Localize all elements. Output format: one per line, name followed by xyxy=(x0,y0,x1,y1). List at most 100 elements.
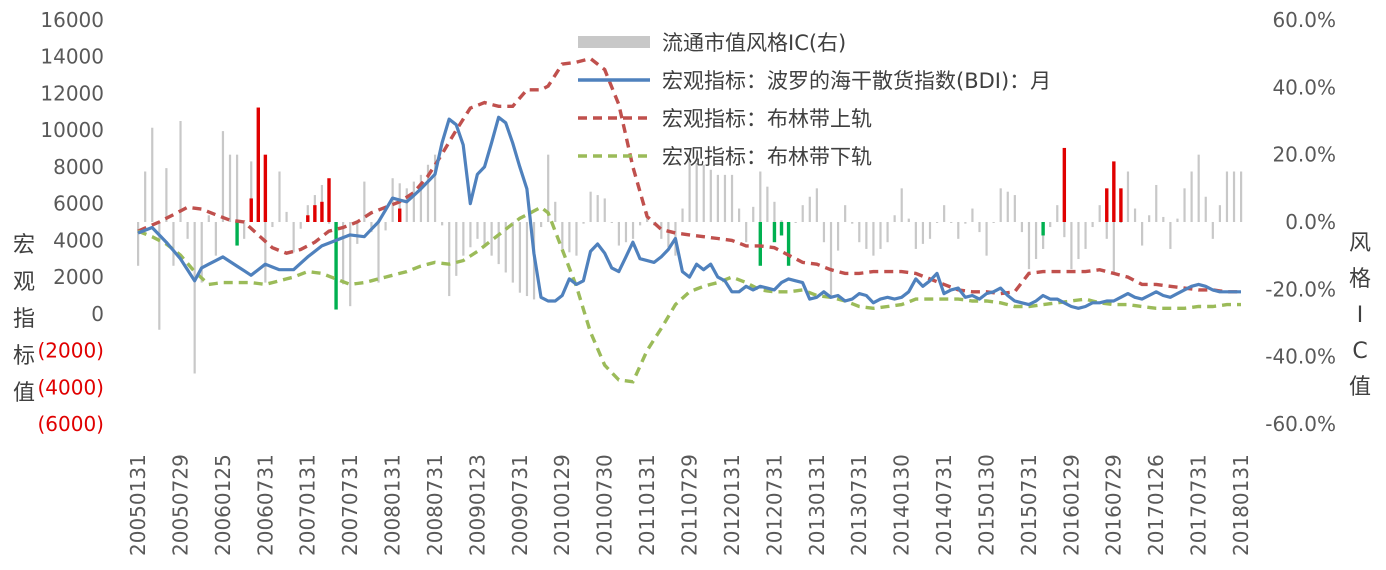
ic-bar xyxy=(921,222,925,244)
ic-bar xyxy=(356,222,359,244)
highlight-bar xyxy=(249,198,253,222)
ic-bar xyxy=(1204,196,1207,222)
ic-bar xyxy=(568,222,571,253)
ic-bar xyxy=(214,222,217,256)
ic-bar xyxy=(363,181,366,222)
left-tick-label: (6000) xyxy=(37,412,104,436)
ic-bar xyxy=(511,222,514,283)
ic-bar xyxy=(158,222,161,330)
right-tick-label: 20.0% xyxy=(1272,143,1336,167)
ic-bar xyxy=(766,186,769,222)
ic-bar xyxy=(561,222,564,249)
x-tick-label: 20150130 xyxy=(974,454,998,556)
left-tick-label: 6000 xyxy=(53,192,104,216)
ic-bar xyxy=(349,222,352,307)
ic-bar xyxy=(737,208,741,222)
ic-bar xyxy=(1211,222,1214,239)
highlight-bar xyxy=(327,178,331,222)
x-tick-label: 20070131 xyxy=(296,454,320,556)
ic-bar xyxy=(137,222,140,266)
ic-bar xyxy=(497,222,500,265)
left-tick-label: (2000) xyxy=(37,339,104,363)
highlight-bar xyxy=(306,215,310,222)
legend-label: 宏观指标：布林带上轨 xyxy=(662,107,872,131)
ic-bar xyxy=(306,205,309,222)
ic-bar xyxy=(1070,222,1073,270)
ic-bar xyxy=(462,222,465,256)
ic-bar xyxy=(1240,171,1243,222)
ic-bar xyxy=(412,181,415,222)
x-tick-label: 20100129 xyxy=(550,454,574,556)
ic-bar xyxy=(504,222,507,273)
ic-bar xyxy=(1162,216,1165,222)
x-tick-label: 20090731 xyxy=(508,454,532,556)
ic-bar xyxy=(872,222,875,256)
x-tick-label: 20120731 xyxy=(762,454,786,556)
right-axis-ticks: 60.0% 40.0% 20.0% 0.0% -20.0% -40.0% -60.0% xyxy=(1265,8,1336,436)
ic-bar xyxy=(1042,222,1045,249)
ic-bar xyxy=(575,222,578,256)
left-axis-title-char: 观 xyxy=(13,270,35,295)
right-tick-label: 40.0% xyxy=(1272,75,1336,99)
ic-bar xyxy=(759,171,762,222)
ic-bar xyxy=(822,222,826,243)
ic-bar xyxy=(292,222,295,253)
left-axis-ticks: 16000 14000 12000 10000 8000 6000 4000 2000 0 (20… xyxy=(37,8,104,436)
ic-bar xyxy=(186,222,189,239)
x-tick-label: 20180131 xyxy=(1229,454,1253,556)
ic-bar xyxy=(610,222,613,223)
legend: 流通市值风格IC(右) 宏观指标：波罗的海干散货指数(BDI)：月宏观指标：布林带… xyxy=(578,31,1051,169)
ic-bar xyxy=(433,154,437,222)
ic-bar xyxy=(285,211,288,222)
ic-bar xyxy=(624,222,628,243)
right-axis-title-char: I xyxy=(1357,303,1364,328)
ic-bar xyxy=(836,222,840,251)
ic-bar xyxy=(935,222,939,223)
ic-bar xyxy=(943,205,946,222)
ic-bar xyxy=(1155,184,1158,222)
ic-bar xyxy=(525,222,529,297)
left-axis-title-char: 值 xyxy=(13,381,35,406)
right-axis-title-char: 格 xyxy=(1349,267,1371,292)
left-tick-label: 14000 xyxy=(40,45,104,69)
highlight-bar xyxy=(256,107,260,222)
highlight-bar xyxy=(779,222,784,236)
ic-bar xyxy=(151,127,154,222)
left-tick-label: 2000 xyxy=(53,265,104,289)
x-tick-label: 20130131 xyxy=(805,454,829,556)
x-tick-label: 20080731 xyxy=(423,454,447,556)
x-tick-label: 20050729 xyxy=(168,454,192,556)
ic-bar xyxy=(172,222,175,266)
ic-bar xyxy=(681,208,684,222)
ic-bar xyxy=(851,222,854,224)
ic-bar xyxy=(639,222,642,226)
ic-bar xyxy=(723,174,727,222)
x-tick-label: 20060731 xyxy=(253,454,277,556)
highlight-bar xyxy=(313,205,317,222)
left-axis-title-char: 宏 xyxy=(13,233,35,258)
ic-bar xyxy=(426,164,430,222)
x-tick-label: 20070731 xyxy=(338,454,362,556)
ic-bar xyxy=(1183,188,1186,222)
ic-bar xyxy=(1218,205,1221,222)
highlight-bars-series xyxy=(235,107,1123,310)
x-tick-label: 20100730 xyxy=(593,454,617,556)
x-tick-label: 20050131 xyxy=(126,454,150,556)
ic-bar xyxy=(547,154,550,222)
right-tick-label: -60.0% xyxy=(1265,412,1336,436)
ic-bar xyxy=(278,171,281,222)
ic-bar xyxy=(964,222,967,224)
highlight-bar xyxy=(1105,188,1109,222)
left-tick-label: 0 xyxy=(91,302,104,326)
ic-bar xyxy=(448,222,451,297)
ic-bar xyxy=(893,215,896,222)
ic-bar xyxy=(243,222,246,239)
highlight-bar xyxy=(398,208,402,222)
right-tick-label: 0.0% xyxy=(1285,210,1336,234)
ic-bar xyxy=(1190,171,1193,222)
ic-bar xyxy=(1027,222,1031,270)
right-tick-label: -20.0% xyxy=(1265,277,1336,301)
ic-bar xyxy=(900,188,903,222)
highlight-bar xyxy=(1062,147,1067,222)
